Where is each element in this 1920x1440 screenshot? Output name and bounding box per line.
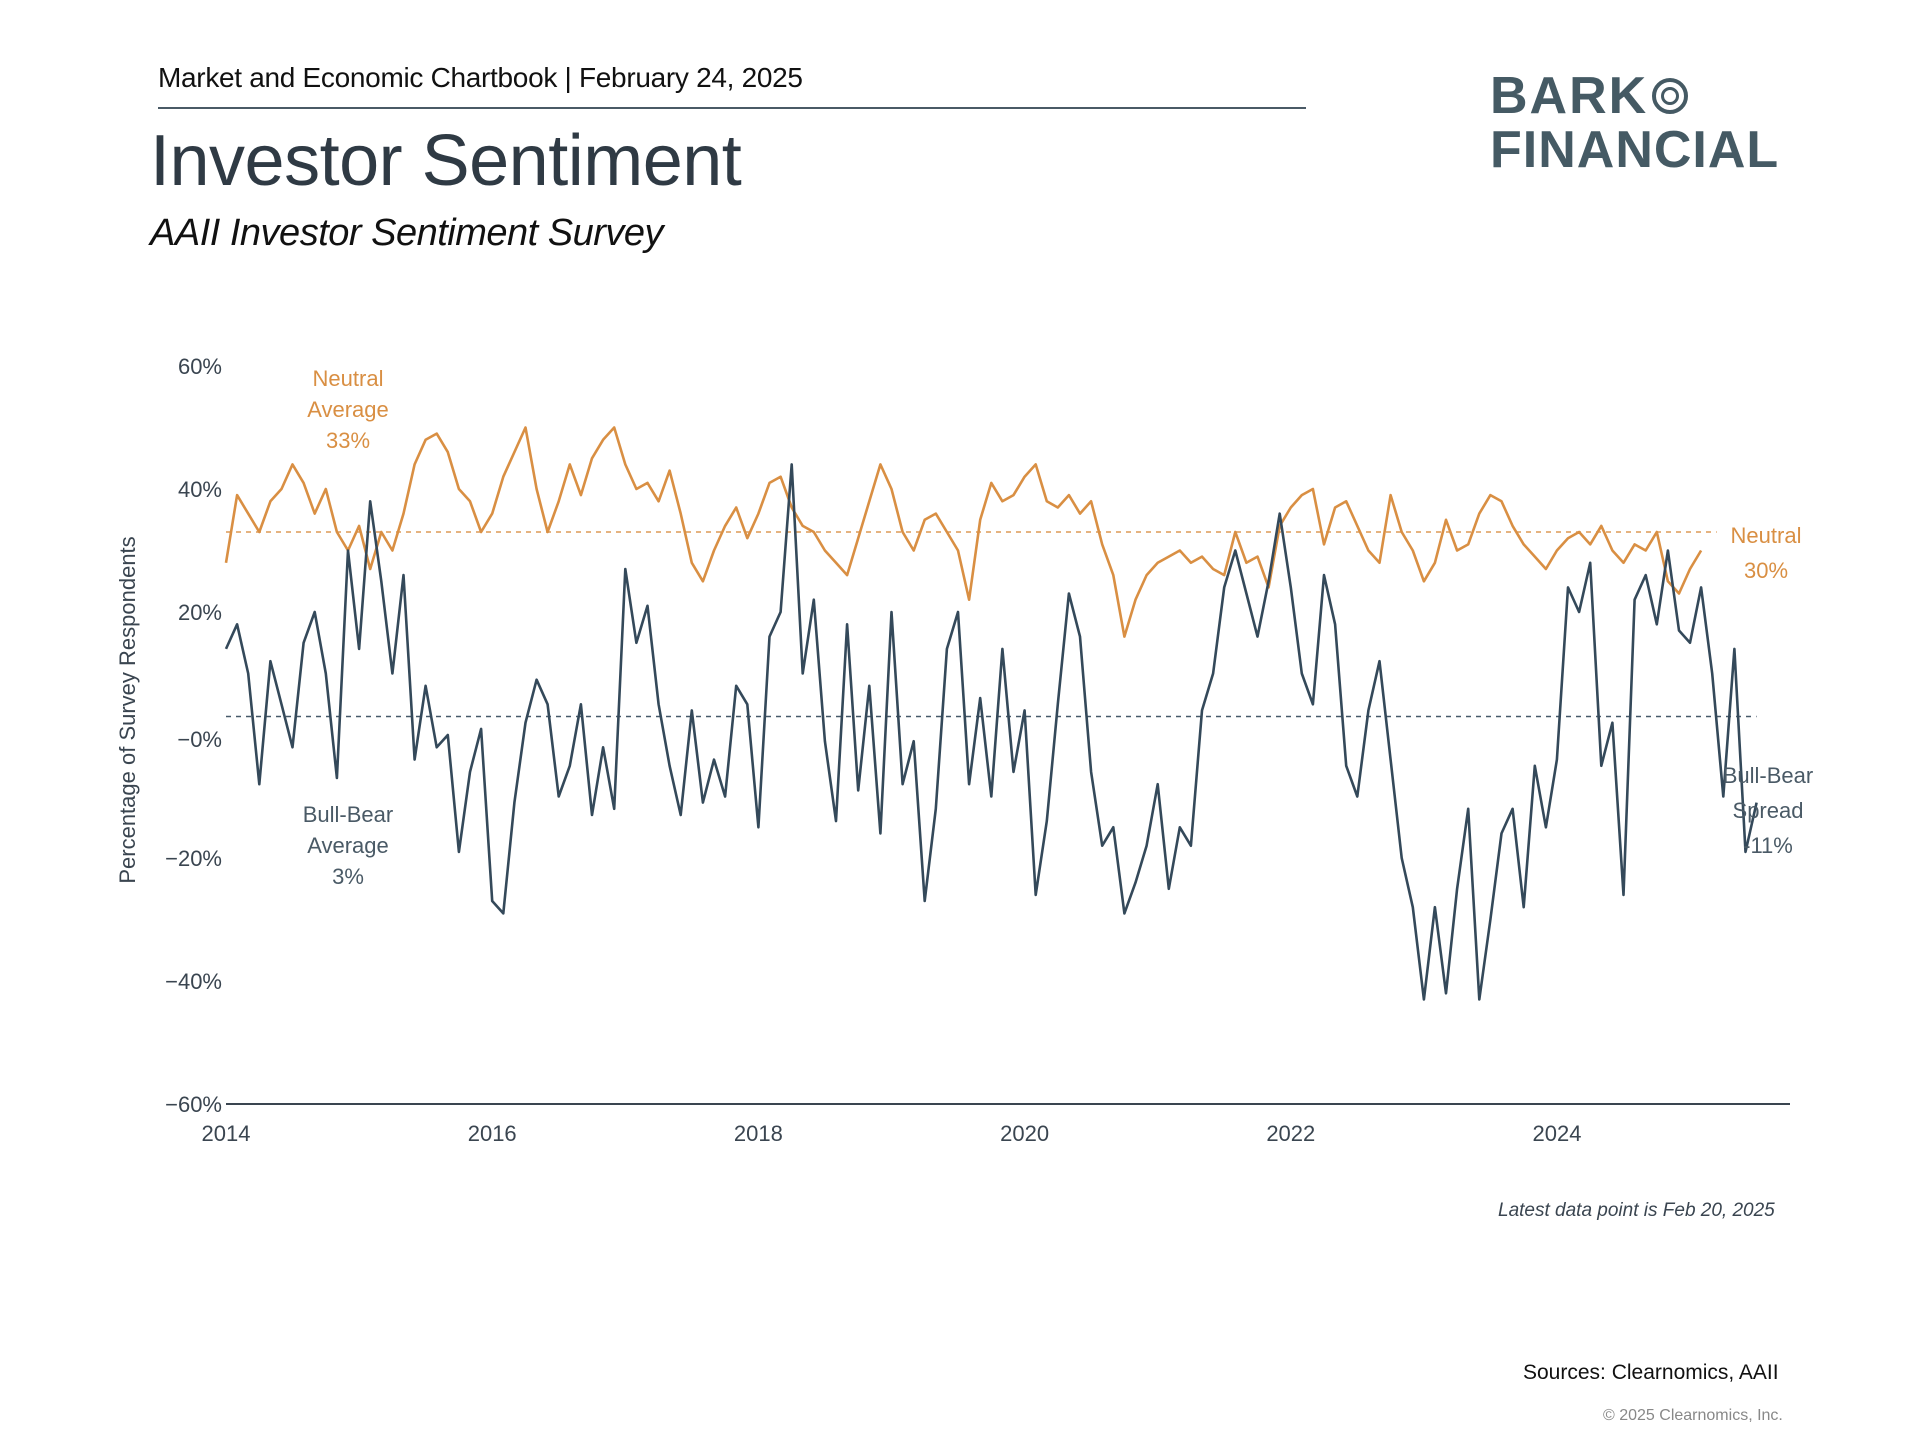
y-tick-label: −60% [165,1092,222,1117]
series-annotation: Neutral Average 33% [307,366,389,453]
chartbook-header: Market and Economic Chartbook | February… [158,62,803,93]
annotation-line: Average [307,833,389,858]
y-tick-label: −0% [177,727,222,752]
x-tick-label: 2018 [734,1121,783,1146]
sources-text: Sources: Clearnomics, AAII [1523,1361,1779,1384]
annotation-line: Bull-Bear [303,802,393,827]
annotation-line: Neutral [313,366,384,391]
copyright-text: © 2025 Clearnomics, Inc. [1603,1407,1783,1424]
logo-ring-icon [1652,78,1689,114]
y-tick-label: −20% [165,846,222,871]
series-annotation: Bull-Bear Average 3% [303,802,393,889]
annotation-line: Average [307,397,389,422]
annotation-line: -11% [1743,833,1793,858]
annotation-line: Spread [1733,798,1804,823]
series-group [224,426,1758,1001]
x-tick-label: 2014 [202,1121,251,1146]
y-tick-label: 40% [178,477,222,502]
x-tick-label: 2022 [1266,1121,1315,1146]
x-tick-label: 2024 [1533,1121,1582,1146]
latest-data-note: Latest data point is Feb 20, 2025 [1498,1200,1775,1221]
company-logo: BARK FINANCIAL [1490,70,1779,176]
series-annotation: Bull-Bear Spread -11% [1723,763,1813,858]
average-lines [226,531,1757,718]
header-divider [158,107,1306,109]
annotation-line: 33% [326,428,370,453]
x-tick-label: 2016 [468,1121,517,1146]
logo-line-2: FINANCIAL [1490,121,1780,179]
spread-series-line [224,463,1758,1001]
y-axis: 60% 40% 20% −0% −20% −40% −60% [165,354,222,1117]
y-tick-label: 20% [178,600,222,625]
x-axis: 2014 2016 2018 2020 2022 2024 [202,1121,1582,1146]
annotation-line: Bull-Bear [1723,763,1813,788]
neutral-series-line [224,426,1703,638]
series-annotation: Neutral 30% [1731,523,1802,583]
y-tick-label: −40% [165,969,222,994]
page-title: Investor Sentiment [150,121,742,201]
annotations: Neutral Average 33% Bull-Bear Average 3% Neutr… [303,366,1813,889]
annotation-line: Neutral [1731,523,1802,548]
x-tick-label: 2020 [1000,1121,1049,1146]
logo-line-1: BARK [1490,67,1649,125]
annotation-line: 3% [332,864,364,889]
page-subtitle: AAII Investor Sentiment Survey [150,212,664,254]
y-tick-label: 60% [178,354,222,379]
annotation-line: 30% [1744,558,1788,583]
y-axis-label: Percentage of Survey Respondents [115,536,140,883]
